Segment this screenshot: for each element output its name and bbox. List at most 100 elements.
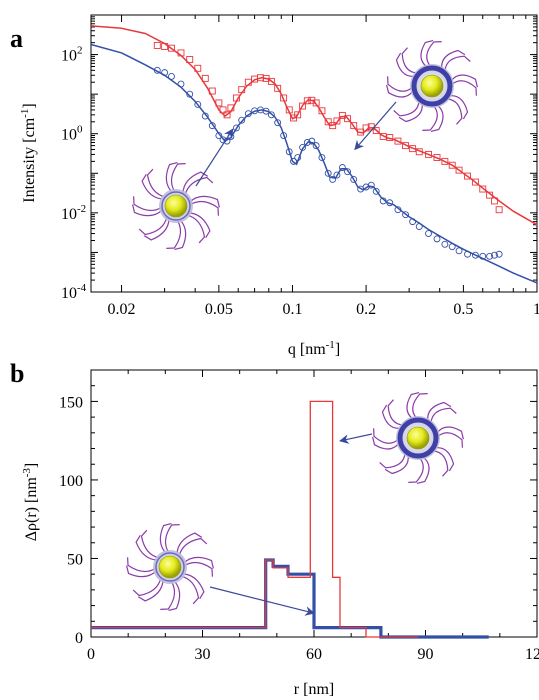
polymer-chain — [180, 575, 200, 605]
data-point-circle — [491, 251, 498, 259]
y-tick-label: 10-2 — [61, 203, 86, 223]
y-tick-label: 10-4 — [61, 282, 87, 302]
data-point-circle — [425, 230, 432, 237]
x-tick-label: 30 — [195, 646, 211, 663]
data-point-square — [394, 137, 402, 145]
y-tick-label: 100 — [59, 473, 83, 490]
fit-line-3 — [90, 43, 538, 284]
data-point-circle — [186, 90, 194, 98]
data-point-square — [153, 42, 161, 49]
particle-illustrations — [126, 40, 478, 616]
data-point-circle — [344, 168, 352, 176]
panel-a-x-tick-labels: 0.02 0.05 0.1 0.2 0.5 1 — [108, 301, 539, 318]
panel-b-x-tick-labels: 0 30 60 90 120 — [87, 646, 539, 663]
panel-b-y-axis-title: Δρ(r) [nm-3] — [21, 463, 40, 542]
polymer-chain — [416, 456, 430, 484]
panel-a-frame — [90, 14, 538, 293]
particle-thin-shell-b — [126, 523, 214, 611]
y-tick-label: 50 — [67, 551, 83, 568]
polymer-chain — [146, 168, 166, 198]
panel-a-y-tick-labels: 102 100 10-2 10-4 — [61, 45, 87, 302]
x-tick-label: 1 — [533, 301, 539, 318]
particle-shell — [411, 65, 453, 107]
particle-shell — [161, 191, 191, 221]
polymer-chain — [395, 52, 415, 77]
polymer-chain — [420, 40, 434, 68]
polymer-chain — [387, 399, 403, 426]
data-point-circle — [338, 164, 346, 171]
polymer-chain — [132, 577, 162, 597]
data-point-square — [274, 84, 282, 92]
polymer-chain — [426, 41, 442, 67]
data-point-circle — [471, 251, 479, 259]
polymer-chain — [386, 84, 414, 98]
data-point-circle — [308, 137, 316, 145]
particle-core — [406, 426, 430, 450]
y-tick-label: 102 — [61, 45, 83, 65]
polymer-chain — [186, 214, 206, 244]
data-point-circle — [194, 100, 202, 108]
data-point-circle — [367, 181, 375, 189]
particle-core — [164, 194, 188, 218]
polymer-chain — [422, 105, 438, 131]
x-tick-label: 0 — [87, 646, 95, 663]
panel-a: a 0.02 0.05 0.1 0.2 0.5 1 102 100 10-2 10-4 q [n… — [10, 14, 539, 358]
polymer-chain — [393, 101, 420, 117]
polymer-chain — [379, 453, 406, 469]
data-point-circle — [402, 211, 409, 219]
profile-line-0 — [91, 400, 419, 638]
arrow-thick-shell-b — [339, 433, 373, 444]
polymer-chain — [437, 432, 463, 448]
polymer-chain — [435, 447, 455, 472]
data-point-circle — [208, 122, 216, 130]
panel-b-x-axis-title: r [nm] — [294, 681, 334, 698]
x-tick-label: 120 — [525, 646, 539, 663]
x-tick-label: 60 — [306, 646, 322, 663]
data-point-square — [344, 115, 352, 123]
data-point-circle — [267, 111, 275, 119]
polymer-chain — [384, 455, 409, 475]
data-point-square — [495, 206, 503, 214]
panel-b-label: b — [10, 359, 24, 388]
particle-shell — [155, 552, 185, 582]
panel-b-y-tick-labels: 0 50 100 150 — [59, 394, 83, 647]
panel-b-plot-area — [91, 400, 489, 639]
data-point-square — [186, 56, 194, 63]
arrow-thin-shell-b — [209, 586, 315, 616]
data-point-square — [479, 185, 487, 193]
y-tick-label: 150 — [59, 394, 83, 411]
data-point-circle — [201, 112, 209, 120]
panel-b: b 0 30 60 90 120 0 50 100 150 r [nm] Δρ(r) [nm-… — [10, 359, 539, 698]
polymer-chain — [427, 401, 452, 421]
arrow-thick-shell-a — [354, 101, 397, 151]
data-point-square — [294, 111, 302, 119]
polymer-chain — [373, 428, 399, 444]
fit-line-2 — [90, 25, 538, 226]
data-point-circle — [329, 175, 337, 183]
data-point-square — [299, 102, 307, 110]
data-point-circle — [441, 240, 449, 248]
polymer-chain — [372, 436, 400, 450]
data-point-circle — [324, 169, 332, 177]
polymer-chain — [140, 529, 160, 559]
polymer-chain — [387, 76, 413, 92]
polymer-chain — [430, 407, 457, 423]
panel-a-x-axis-title: q [nm-1] — [288, 339, 340, 358]
data-point-square — [312, 99, 320, 107]
data-point-circle — [350, 175, 358, 183]
panel-a-y-axis-title: Intensity [cm-1] — [19, 103, 38, 202]
polymer-chain — [450, 74, 478, 88]
polymer-chain — [447, 98, 463, 125]
data-point-square — [425, 150, 432, 158]
data-point-square — [448, 161, 456, 169]
data-point-circle — [486, 252, 494, 260]
data-point-circle — [495, 250, 503, 258]
polymer-chain — [433, 450, 449, 477]
data-point-square — [350, 122, 358, 130]
polymer-chain — [430, 104, 444, 132]
polymer-chain — [436, 426, 464, 440]
panel-b-ticks — [90, 369, 538, 638]
panel-a-label: a — [10, 24, 23, 53]
data-point-square — [464, 172, 472, 180]
